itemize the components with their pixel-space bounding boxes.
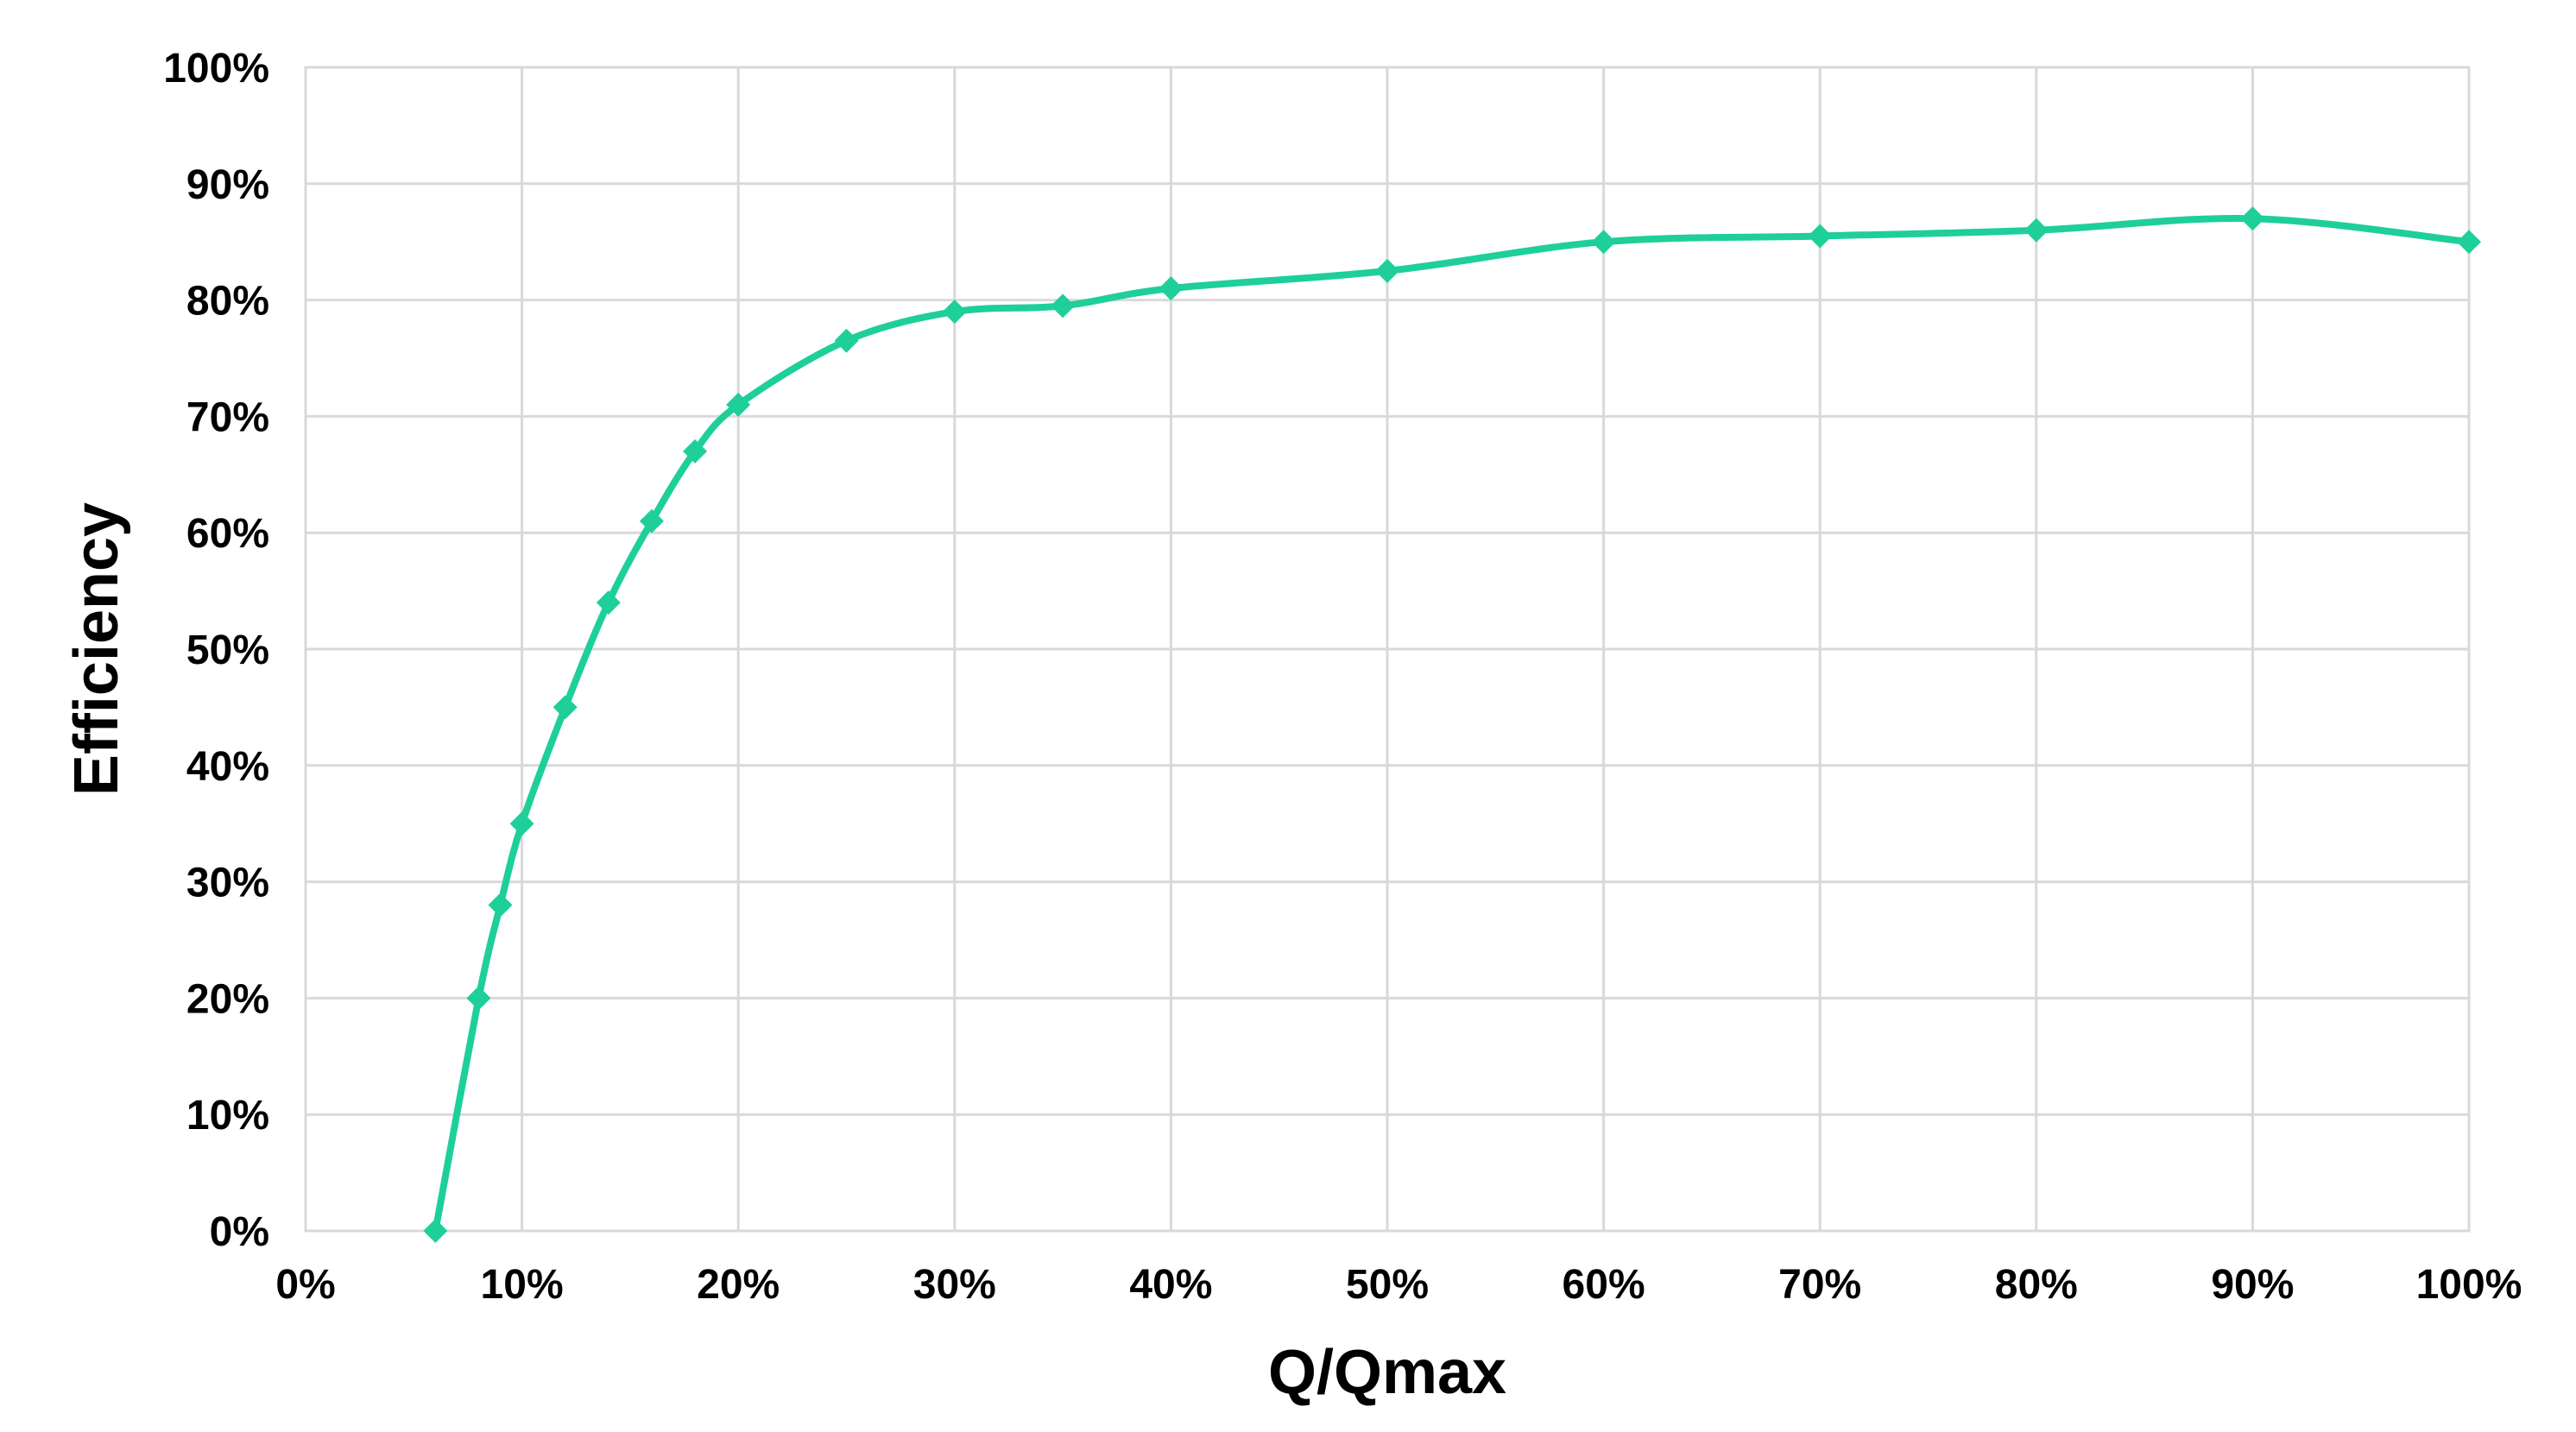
x-tick-label: 50% xyxy=(1346,1262,1429,1308)
x-tick-label: 40% xyxy=(1129,1262,1212,1308)
data-point-marker xyxy=(596,590,621,615)
x-tick-label: 100% xyxy=(2416,1262,2522,1308)
data-point-marker xyxy=(683,438,708,464)
plot-area-border xyxy=(304,66,2471,1233)
data-point-marker xyxy=(1375,258,1399,283)
y-tick-label: 50% xyxy=(186,628,269,673)
x-tick-label: 70% xyxy=(1778,1262,1861,1308)
data-point-marker xyxy=(1591,230,1616,255)
y-tick-label: 0% xyxy=(210,1209,269,1255)
y-tick-label: 90% xyxy=(186,162,269,208)
x-tick-label: 20% xyxy=(697,1262,780,1308)
data-point-marker xyxy=(2240,206,2265,231)
data-point-marker xyxy=(1808,224,1833,249)
y-tick-label: 80% xyxy=(186,279,269,325)
data-point-marker xyxy=(509,811,534,836)
y-axis-title: Efficiency xyxy=(62,502,131,796)
y-tick-label: 10% xyxy=(186,1093,269,1139)
y-tick-label: 60% xyxy=(186,511,269,557)
x-axis-title: Q/Qmax xyxy=(1268,1338,1506,1407)
x-tick-label: 80% xyxy=(1995,1262,2078,1308)
y-tick-label: 20% xyxy=(186,976,269,1022)
data-point-marker xyxy=(423,1219,448,1243)
x-tick-label: 30% xyxy=(913,1262,996,1308)
x-tick-labels: 0% 10% 20% 30% 40% 50% 60% 70% 80% 90% 100% xyxy=(275,1262,2522,1308)
data-point-marker xyxy=(834,328,859,353)
data-point-marker xyxy=(488,893,513,918)
y-tick-label: 30% xyxy=(186,861,269,906)
series-line xyxy=(432,214,2472,1234)
y-tick-label: 70% xyxy=(186,394,269,440)
data-point-marker xyxy=(942,300,967,325)
data-point-marker xyxy=(1051,293,1076,319)
grid xyxy=(304,66,2471,1233)
data-point-marker xyxy=(552,695,578,720)
data-point-marker xyxy=(1159,276,1184,301)
y-tick-label: 40% xyxy=(186,744,269,790)
x-tick-label: 10% xyxy=(481,1262,564,1308)
data-point-marker xyxy=(466,986,491,1011)
data-point-marker xyxy=(726,392,751,417)
x-tick-label: 60% xyxy=(1563,1262,1645,1308)
y-tick-labels: 0% 10% 20% 30% 40% 50% 60% 70% 80% 90% 100% xyxy=(163,46,269,1255)
x-tick-label: 90% xyxy=(2211,1262,2294,1308)
series-efficiency xyxy=(423,206,2481,1243)
y-tick-label: 100% xyxy=(163,46,269,91)
data-point-marker xyxy=(639,508,664,533)
x-tick-label: 0% xyxy=(275,1262,335,1308)
data-point-marker xyxy=(2457,230,2481,255)
data-point-marker xyxy=(2024,218,2049,243)
